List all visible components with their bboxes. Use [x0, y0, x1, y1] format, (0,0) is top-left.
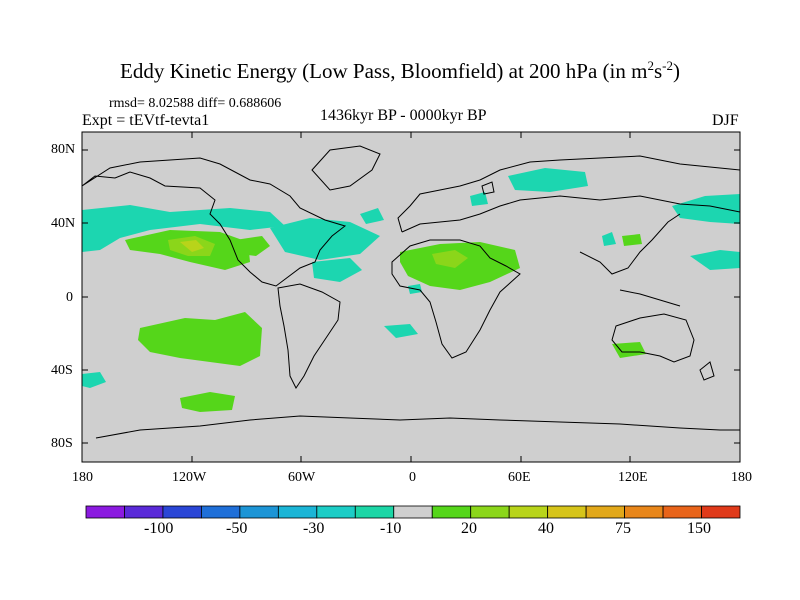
colorbar-label-minus100: -100	[144, 520, 174, 537]
colorbar-swatch	[162, 505, 202, 519]
lon-label-120w: 120W	[172, 470, 207, 485]
map-background	[82, 132, 740, 462]
colorbar-swatch	[431, 505, 472, 519]
coastlines	[82, 145, 740, 439]
colorbar-swatch	[585, 505, 625, 519]
period-label: 1436kyr BP - 0000kyr BP	[320, 107, 487, 124]
colorbar-swatch	[239, 505, 279, 519]
colorbar-swatch	[662, 505, 702, 519]
stats-text: rmsd= 8.02588 diff= 0.688606	[109, 96, 282, 111]
colorbar-label-minus50: -50	[226, 520, 248, 537]
negative-anomaly-regions	[82, 168, 740, 388]
colorbar-swatch	[701, 505, 741, 519]
colorbar-swatch	[470, 505, 510, 519]
colorbar-swatch	[624, 505, 664, 519]
lon-label-60w: 60W	[288, 470, 316, 485]
colorbar-label-minus10: -10	[380, 520, 402, 537]
colorbar-swatch	[547, 505, 587, 519]
lat-label-80s: 80S	[51, 436, 73, 451]
colorbar-label-20: 20	[461, 520, 477, 537]
positive-anomaly-regions	[125, 230, 646, 412]
lat-label-80n: 80N	[51, 142, 76, 157]
plot-title: Eddy Kinetic Energy (Low Pass, Bloomfiel…	[120, 58, 680, 83]
lon-label-180e: 180	[731, 470, 752, 485]
lat-label-0: 0	[66, 290, 73, 305]
season-label: DJF	[712, 112, 739, 129]
colorbar-swatch	[124, 505, 164, 519]
colorbar-swatch	[508, 505, 549, 519]
colorbar-label-75: 75	[615, 520, 631, 537]
lon-label-180w: 180	[72, 470, 93, 485]
colorbar-swatch	[393, 505, 433, 519]
colorbar-label-40: 40	[538, 520, 554, 537]
colorbar-swatch	[316, 505, 356, 519]
experiment-label: Expt = tEVtf-tevta1	[82, 112, 210, 129]
axis-ticks	[82, 132, 740, 462]
colorbar-label-minus30: -30	[303, 520, 325, 537]
colorbar-label-150: 150	[687, 520, 711, 537]
colorbar-swatch	[277, 505, 318, 519]
colorbar	[85, 505, 741, 519]
strongest-positive-core	[180, 240, 204, 252]
lon-label-0: 0	[409, 470, 416, 485]
lon-label-120e: 120E	[618, 470, 648, 485]
lat-label-40n: 40N	[51, 216, 76, 231]
lon-label-60e: 60E	[508, 470, 531, 485]
colorbar-swatch	[85, 505, 125, 519]
lat-label-40s: 40S	[51, 363, 73, 378]
colorbar-swatch	[354, 505, 395, 519]
colorbar-swatch	[201, 505, 241, 519]
